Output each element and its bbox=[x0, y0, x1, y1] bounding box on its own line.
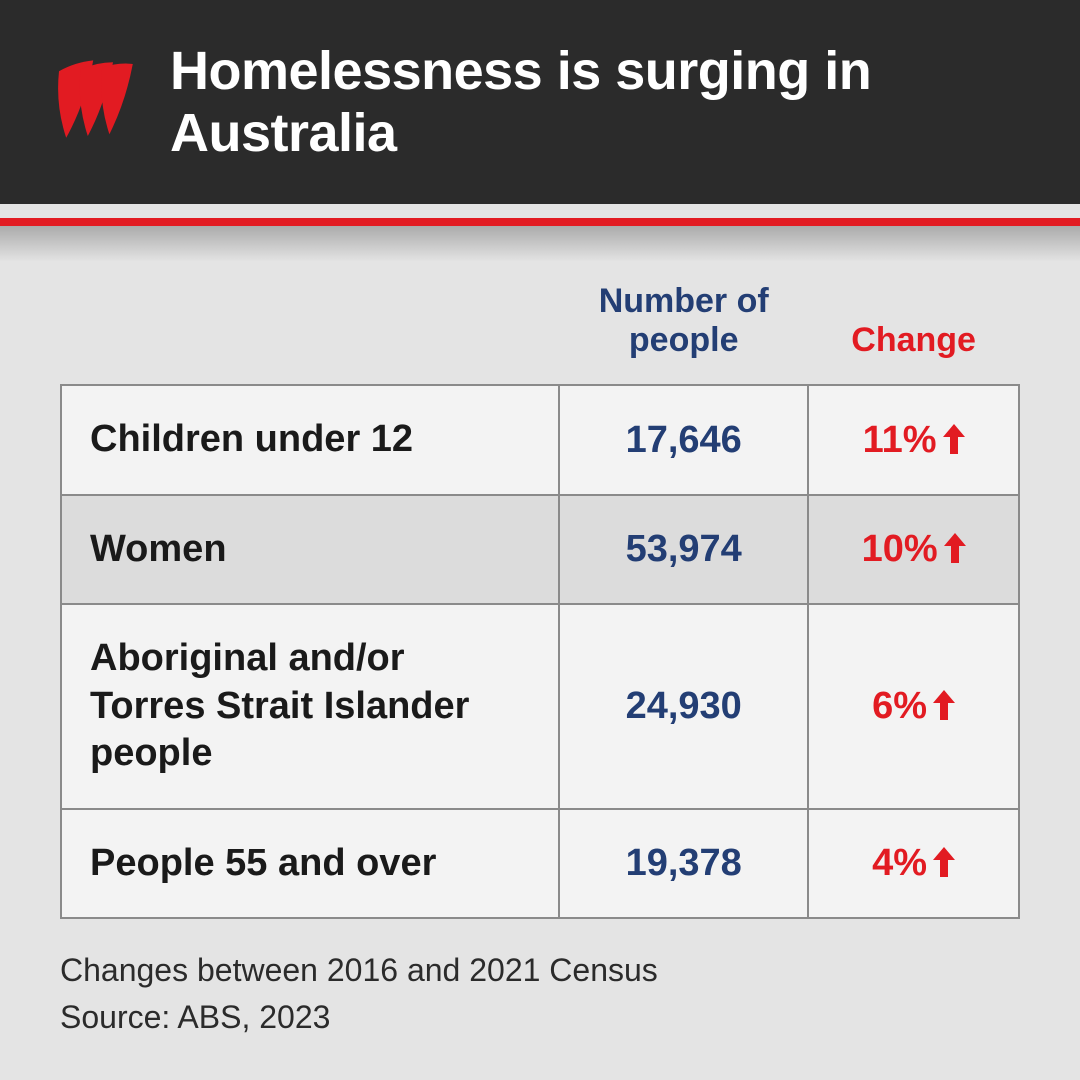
up-arrow-icon bbox=[933, 690, 955, 720]
header-shadow bbox=[0, 226, 1080, 262]
row-label: People 55 and over bbox=[61, 809, 559, 919]
footnote: Changes between 2016 and 2021 Census Sou… bbox=[0, 919, 1080, 1040]
up-arrow-icon bbox=[933, 847, 955, 877]
change-value: 6% bbox=[872, 685, 927, 727]
row-change: 4% bbox=[808, 809, 1019, 919]
page-title: Homelessness is surging in Australia bbox=[170, 40, 1030, 164]
up-arrow-icon bbox=[943, 424, 965, 454]
table-row: People 55 and over 19,378 4% bbox=[61, 809, 1019, 919]
row-change: 10% bbox=[808, 495, 1019, 605]
col-header-number: Number of people bbox=[559, 282, 808, 385]
table-row: Children under 12 17,646 11% bbox=[61, 385, 1019, 495]
row-change: 11% bbox=[808, 385, 1019, 495]
footnote-line-1: Changes between 2016 and 2021 Census bbox=[60, 947, 1020, 993]
table-row: Women 53,974 10% bbox=[61, 495, 1019, 605]
col-header-category bbox=[61, 282, 559, 385]
table-row: Aboriginal and/or Torres Strait Islander… bbox=[61, 604, 1019, 809]
homelessness-table: Number of people Change Children under 1… bbox=[60, 282, 1020, 919]
header-bar: Homelessness is surging in Australia bbox=[0, 0, 1080, 204]
change-value: 11% bbox=[863, 419, 937, 461]
row-label: Children under 12 bbox=[61, 385, 559, 495]
sbs-logo-icon bbox=[50, 55, 140, 150]
accent-rule bbox=[0, 218, 1080, 226]
table-body: Children under 12 17,646 11% Women 53,97… bbox=[61, 385, 1019, 918]
up-arrow-icon bbox=[944, 533, 966, 563]
row-number: 19,378 bbox=[559, 809, 808, 919]
row-label: Aboriginal and/or Torres Strait Islander… bbox=[61, 604, 559, 809]
change-value: 10% bbox=[862, 528, 938, 570]
row-change: 6% bbox=[808, 604, 1019, 809]
row-number: 53,974 bbox=[559, 495, 808, 605]
footnote-line-2: Source: ABS, 2023 bbox=[60, 994, 1020, 1040]
row-number: 17,646 bbox=[559, 385, 808, 495]
change-value: 4% bbox=[872, 842, 927, 884]
col-header-change: Change bbox=[808, 282, 1019, 385]
content-area: Number of people Change Children under 1… bbox=[0, 262, 1080, 919]
row-number: 24,930 bbox=[559, 604, 808, 809]
row-label: Women bbox=[61, 495, 559, 605]
